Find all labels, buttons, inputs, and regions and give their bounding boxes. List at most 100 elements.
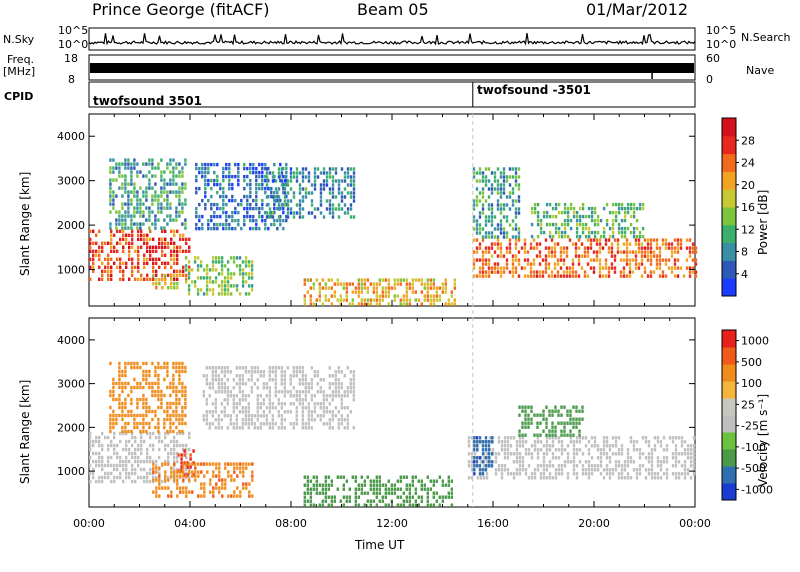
scatter-cell	[527, 448, 531, 452]
scatter-cell	[151, 393, 154, 398]
scatter-cell	[680, 440, 684, 444]
scatter-cell	[178, 413, 181, 418]
scatter-cell	[333, 282, 336, 286]
scatter-cell	[554, 476, 558, 480]
scatter-cell	[218, 474, 221, 478]
scatter-cell	[387, 302, 390, 306]
scatter-cell	[112, 425, 115, 430]
scatter-cell	[414, 503, 417, 507]
scatter-cell	[228, 198, 231, 203]
scatter-cell	[363, 286, 366, 290]
scatter-cell	[602, 230, 606, 235]
scatter-cell	[277, 398, 280, 402]
scatter-cell	[236, 486, 239, 490]
scatter-cell	[121, 385, 124, 390]
scatter-cell	[134, 249, 137, 253]
scatter-cell	[262, 382, 265, 386]
scatter-cell	[375, 282, 378, 286]
freq-tick-high: 18	[64, 52, 78, 65]
scatter-cell	[146, 431, 149, 436]
scatter-cell	[420, 290, 423, 294]
scatter-cell	[554, 433, 557, 437]
scatter-cell	[319, 406, 322, 410]
scatter-cell	[250, 414, 253, 418]
scatter-cell	[179, 273, 182, 277]
scatter-cell	[238, 374, 241, 378]
scatter-cell	[545, 452, 549, 456]
scatter-cell	[131, 479, 134, 484]
scatter-cell	[130, 198, 133, 202]
scatter-cell	[438, 495, 441, 499]
scatter-cell	[611, 472, 615, 476]
scatter-cell	[243, 162, 246, 167]
scatter-cell	[222, 206, 225, 211]
scatter-cell	[608, 468, 612, 472]
scatter-cell	[241, 398, 244, 402]
scatter-cell	[190, 268, 194, 272]
scatter-cell	[375, 487, 378, 491]
scatter-cell	[172, 218, 175, 222]
scatter-cell	[405, 499, 408, 503]
scatter-cell	[207, 162, 210, 167]
scatter-cell	[237, 162, 240, 167]
scatter-cell	[517, 274, 521, 278]
scatter-cell	[224, 466, 227, 470]
scatter-cell	[369, 499, 372, 503]
scatter-cell	[247, 264, 251, 268]
scatter-cell	[265, 418, 268, 422]
scatter-cell	[244, 264, 248, 268]
scatter-cell	[499, 191, 503, 195]
ytick-label: 3000	[57, 175, 85, 188]
scatter-cell	[499, 219, 503, 223]
scatter-cell	[242, 474, 245, 478]
scatter-cell	[662, 472, 666, 476]
scatter-cell	[343, 175, 347, 179]
scatter-cell	[214, 418, 217, 422]
scatter-cell	[173, 245, 176, 249]
scatter-cell	[107, 447, 110, 452]
scatter-cell	[426, 503, 429, 507]
scatter-cell	[656, 464, 660, 468]
scatter-cell	[250, 272, 254, 276]
scatter-cell	[220, 426, 223, 430]
scatter-cell	[133, 421, 136, 426]
scatter-cell	[237, 218, 240, 223]
scatter-cell	[252, 198, 255, 203]
scatter-cell	[289, 179, 293, 183]
scatter-cell	[199, 264, 203, 268]
scatter-cell	[550, 238, 554, 242]
scatter-cell	[581, 436, 585, 440]
scatter-cell	[232, 426, 235, 430]
scatter-cell	[164, 447, 167, 452]
scatter-cell	[237, 174, 240, 179]
scatter-cell	[89, 443, 92, 448]
scatter-cell	[617, 448, 621, 452]
scatter-cell	[592, 266, 596, 270]
scatter-cell	[154, 198, 157, 202]
scatter-cell	[378, 282, 381, 286]
scatter-cell	[148, 158, 151, 162]
scatter-cell	[375, 479, 378, 483]
scatter-cell	[247, 394, 250, 398]
scatter-cell	[484, 464, 488, 468]
scatter-cell	[283, 370, 286, 374]
scatter-cell	[620, 202, 624, 207]
scatter-cell	[670, 250, 674, 254]
scatter-cell	[163, 198, 166, 202]
scatter-cell	[167, 459, 170, 464]
scatter-cell	[277, 366, 280, 370]
scatter-cell	[256, 370, 259, 374]
scatter-cell	[185, 462, 188, 466]
scatter-cell	[184, 393, 187, 398]
scatter-cell	[205, 276, 209, 280]
scatter-cell	[154, 182, 157, 186]
scatter-cell	[115, 166, 118, 170]
scatter-cell	[282, 166, 285, 171]
scatter-cell	[184, 218, 187, 222]
scatter-cell	[557, 413, 560, 417]
scatter-cell	[363, 491, 366, 495]
scatter-cell	[285, 162, 288, 167]
scatter-cell	[626, 202, 630, 207]
scatter-cell	[423, 483, 426, 487]
scatter-cell	[220, 292, 224, 296]
